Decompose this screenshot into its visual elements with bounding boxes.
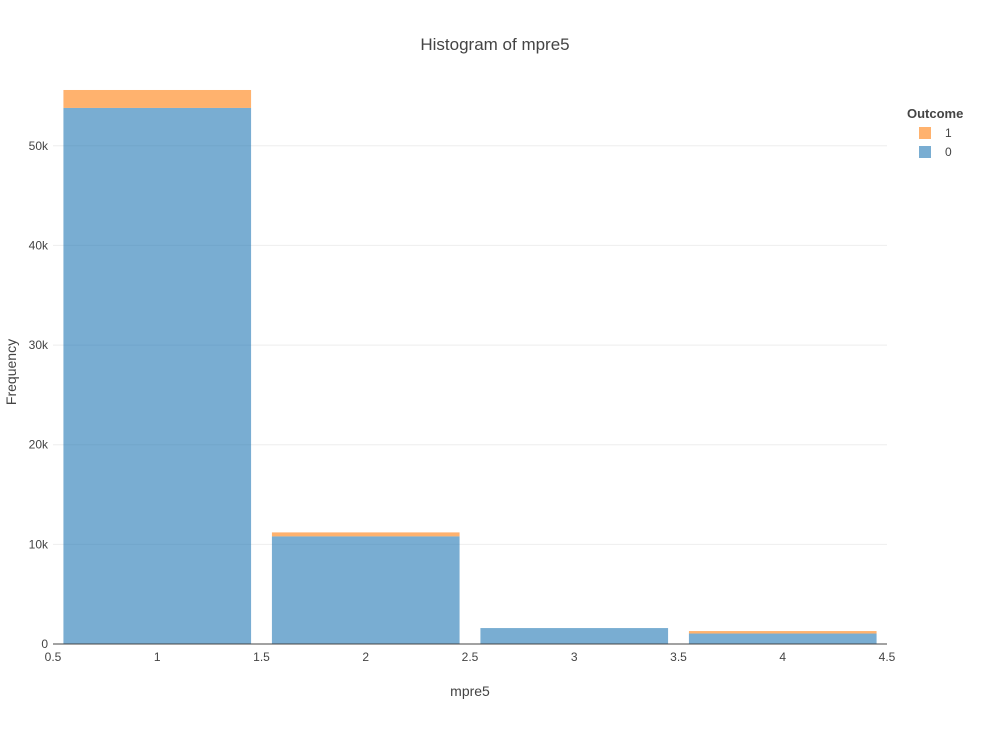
bar-outcome-0[interactable] [688, 633, 877, 644]
bar-outcome-1[interactable] [271, 532, 460, 537]
legend-label[interactable]: 1 [945, 126, 952, 140]
legend-label[interactable]: 0 [945, 145, 952, 159]
x-tick-label: 4.5 [879, 650, 896, 664]
legend-title: Outcome [907, 106, 963, 121]
y-axis-title: Frequency [3, 339, 19, 405]
y-tick-label: 30k [29, 338, 49, 352]
x-tick-label: 4 [779, 650, 786, 664]
y-tick-labels: 0 10k 20k 30k 40k 50k [29, 139, 49, 651]
chart-title: Histogram of mpre5 [420, 35, 569, 54]
y-tick-label: 40k [29, 238, 49, 252]
legend-swatch[interactable] [919, 146, 931, 158]
x-tick-labels: 0.5 1 1.5 2 2.5 3 3.5 4 4.5 [45, 650, 896, 664]
bar-outcome-0[interactable] [271, 536, 460, 644]
y-tick-label: 50k [29, 139, 49, 153]
y-tick-label: 20k [29, 438, 49, 452]
x-tick-label: 1.5 [253, 650, 270, 664]
x-tick-label: 3 [571, 650, 578, 664]
x-tick-label: 2.5 [462, 650, 479, 664]
y-tick-label: 0 [41, 637, 48, 651]
x-tick-label: 2 [362, 650, 369, 664]
bar-outcome-0[interactable] [63, 107, 252, 644]
bar-outcome-0[interactable] [480, 628, 669, 644]
legend-swatch[interactable] [919, 127, 931, 139]
bars [63, 89, 877, 644]
legend: Outcome 1 0 [907, 106, 963, 159]
y-tick-label: 10k [29, 537, 49, 551]
x-tick-label: 1 [154, 650, 161, 664]
bar-outcome-1[interactable] [688, 631, 877, 634]
bar-outcome-1[interactable] [63, 89, 252, 108]
x-axis-title: mpre5 [450, 683, 490, 699]
x-tick-label: 3.5 [670, 650, 687, 664]
x-tick-label: 0.5 [45, 650, 62, 664]
